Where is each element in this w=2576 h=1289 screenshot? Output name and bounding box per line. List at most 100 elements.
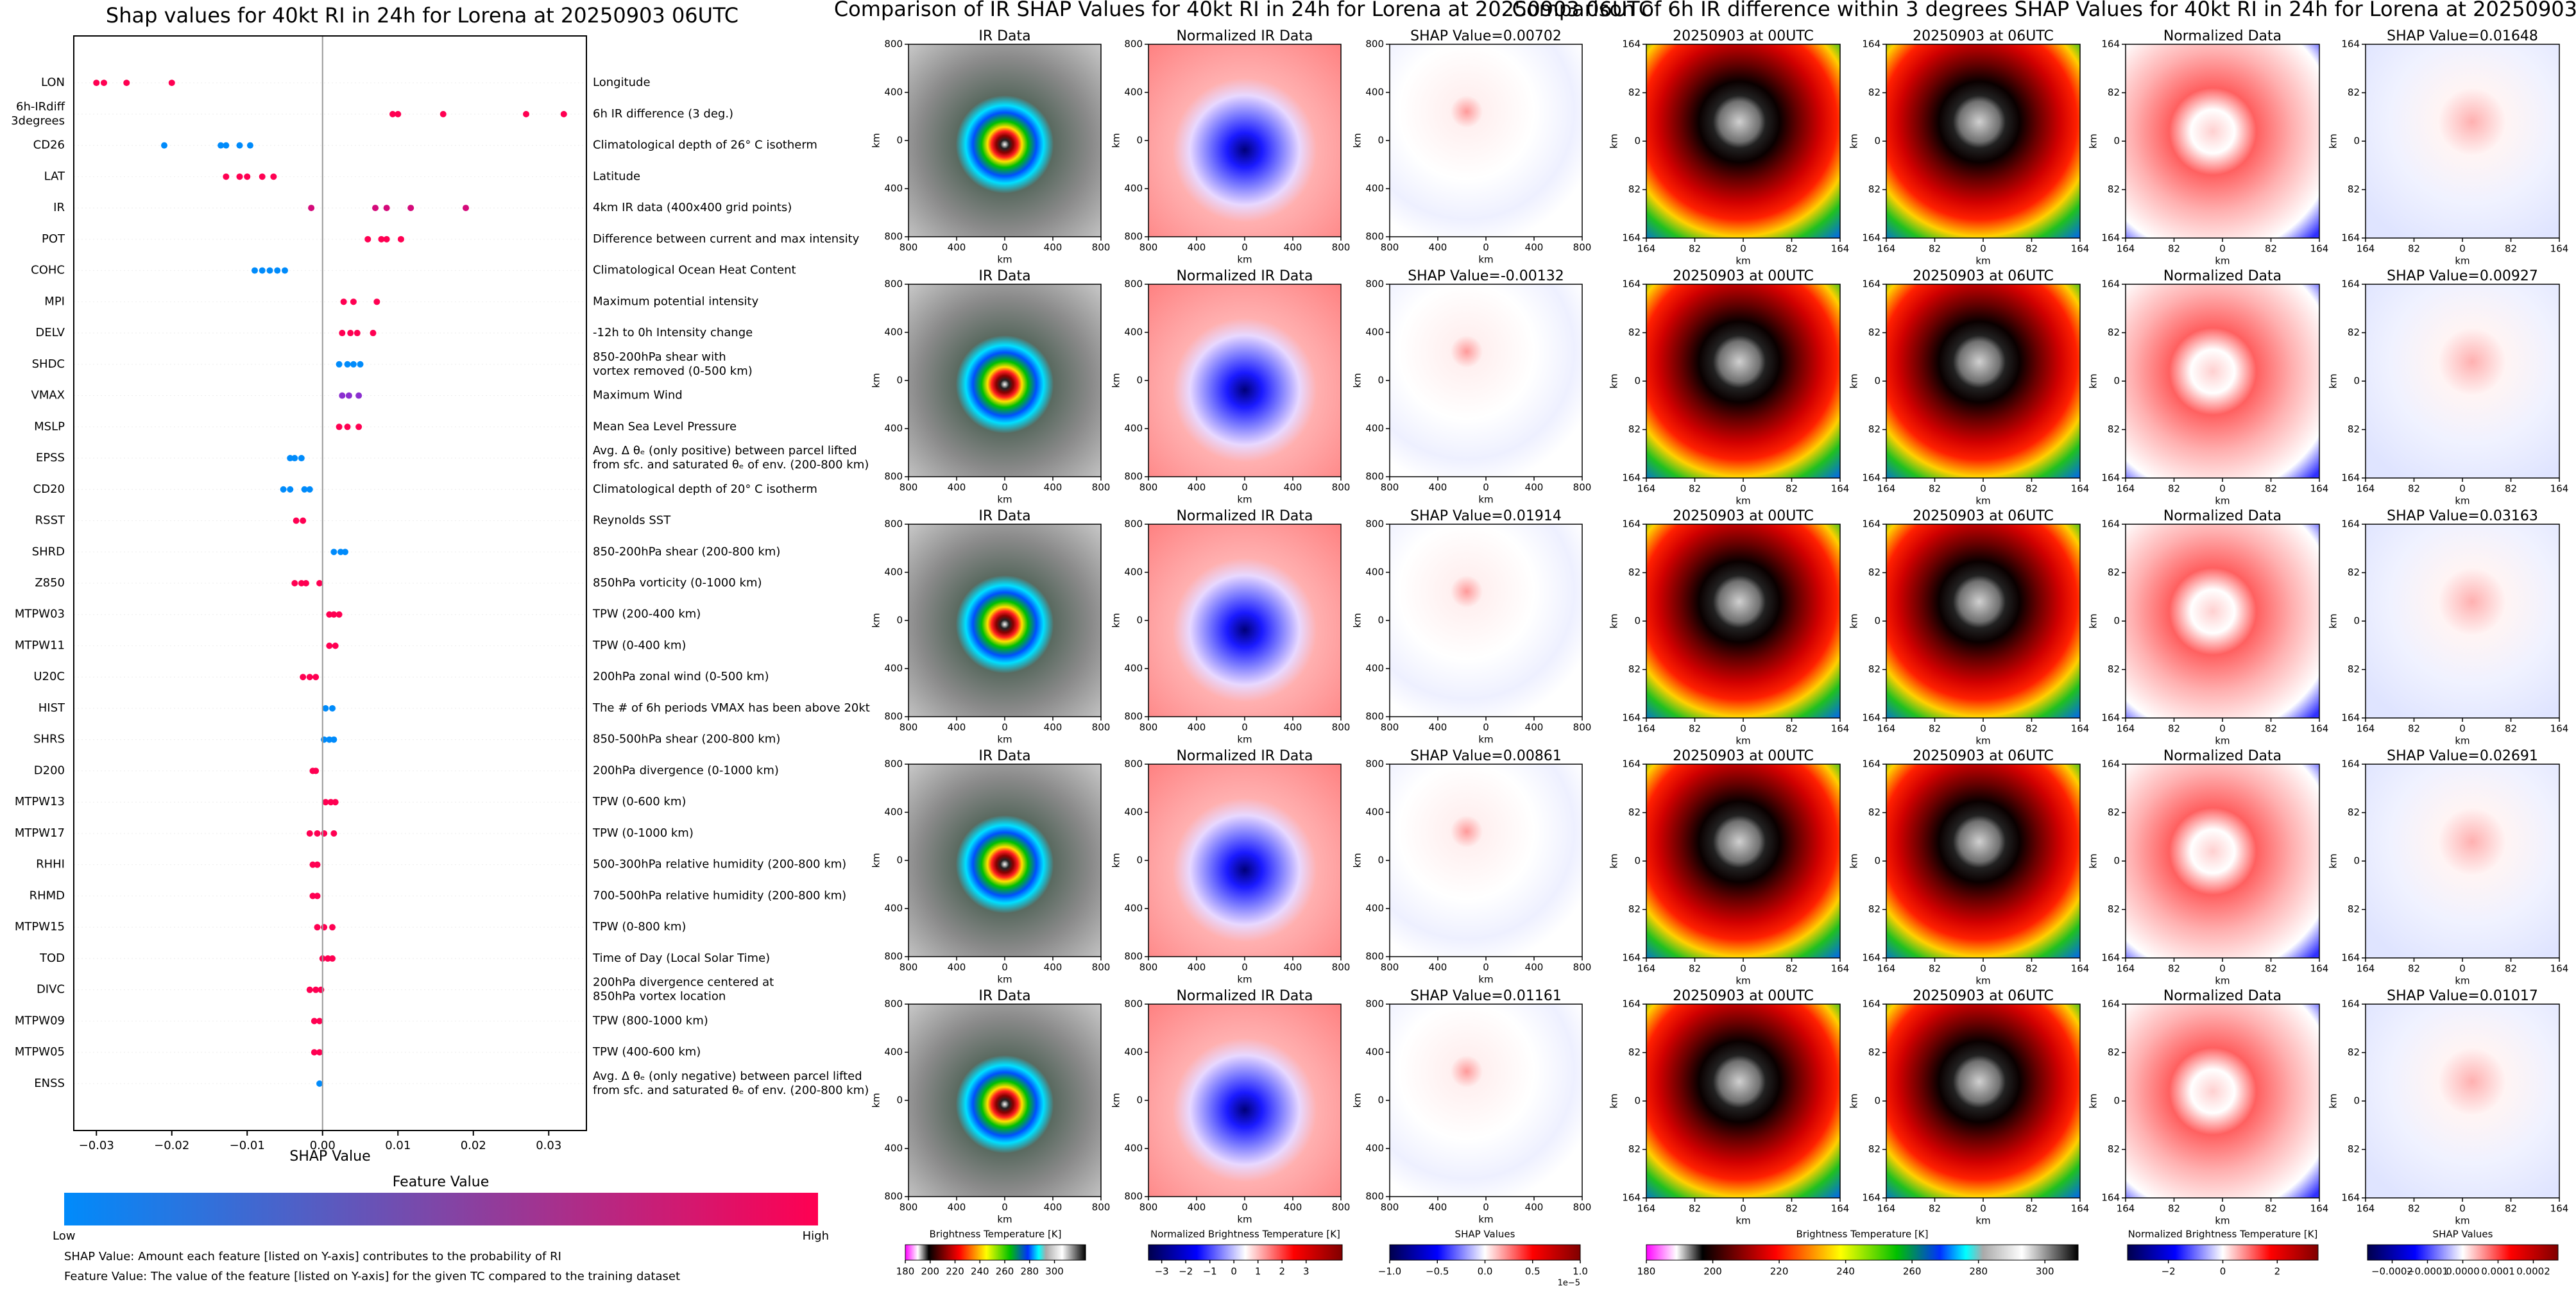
x-tick-label: 800 (1573, 242, 1592, 253)
y-tick-label: 164 (1862, 232, 1881, 244)
x-tick-label: 800 (1092, 1202, 1111, 1213)
panel-image (908, 764, 1102, 957)
y-tick-label: 400 (884, 1046, 903, 1058)
colorbar-tick-label: 0.0001 (2481, 1266, 2515, 1277)
y-tick-label: 0 (896, 1095, 903, 1106)
feature-description: TPW (0-600 km) (592, 795, 686, 808)
shap-dot (383, 205, 390, 212)
panel-title: 20250903 at 06UTC (1913, 988, 2054, 1004)
x-tick-label: 0 (1980, 723, 1986, 735)
y-tick-label: 800 (1124, 998, 1143, 1010)
y-tick-label: 400 (884, 1143, 903, 1154)
panel-image (2125, 524, 2320, 719)
panel-image (1646, 1003, 1841, 1199)
y-tick-label: 800 (1365, 758, 1384, 770)
shap-dot (318, 986, 325, 993)
x-tick-label: 0 (1980, 483, 1986, 495)
panel-title: SHAP Value=0.02691 (2387, 748, 2538, 764)
x-tick-label: 82 (2408, 243, 2420, 255)
x-tick-label: 800 (1139, 962, 1158, 973)
y-tick-label: 164 (1622, 712, 1641, 724)
panel-image (1148, 284, 1342, 477)
y-tick-label: 0 (1874, 855, 1881, 867)
colorbar-tick-label: 200 (1703, 1266, 1722, 1277)
x-tick-label: 82 (2408, 483, 2420, 495)
shap-dot (223, 173, 230, 180)
shap-dot (355, 392, 363, 399)
feature-description: TPW (0-1000 km) (592, 826, 694, 840)
x-tick-label: 400 (1525, 242, 1544, 253)
x-tick-label: 0 (1241, 722, 1248, 733)
panel-image (1148, 1003, 1342, 1197)
panel-title: IR Data (978, 268, 1030, 284)
x-axis-label: km (2215, 495, 2230, 507)
feature-description: Avg. Δ θₑ (only negative) between parcel… (593, 1070, 862, 1083)
figure-title: Comparison of 6h IR difference within 3 … (1512, 0, 2576, 21)
x-tick-label: 164 (1831, 1203, 1850, 1215)
y-tick-label: 800 (884, 471, 903, 482)
feature-description: TPW (0-400 km) (592, 638, 686, 652)
y-axis-label: km (871, 613, 882, 627)
colorbar-tick-label: 280 (1020, 1266, 1039, 1277)
x-tick-label: 800 (1332, 1202, 1351, 1213)
x-tick-label: 82 (1929, 243, 1941, 255)
x-tick-label: 800 (1332, 242, 1351, 253)
y-tick-label: 164 (2341, 952, 2360, 964)
y-tick-label: 800 (884, 231, 903, 243)
y-tick-label: 164 (1862, 518, 1881, 530)
panel-image (908, 44, 1102, 237)
x-tick-label: 0 (1980, 963, 1986, 975)
x-tick-label: 82 (2408, 963, 2420, 975)
y-tick-label: 164 (1622, 1192, 1641, 1204)
shap-dot (309, 861, 316, 868)
shap-dot (336, 423, 343, 431)
panel-title: SHAP Value=0.00927 (2387, 268, 2538, 284)
y-axis-label: km (2088, 133, 2099, 148)
y-tick-label: 82 (1628, 87, 1641, 98)
y-tick-label: 164 (2101, 518, 2120, 530)
x-tick-label: 82 (2168, 723, 2180, 735)
y-tick-label: 400 (1124, 567, 1143, 578)
x-tick-label: 800 (1092, 962, 1111, 973)
x-tick-label: 400 (1284, 962, 1302, 973)
x-tick-label: 164 (2071, 1203, 2090, 1215)
shap-dot (293, 517, 300, 524)
feature-description: 850-500hPa shear (200-800 km) (593, 733, 780, 746)
x-tick-label: 0 (1980, 243, 1986, 255)
chart-title: Shap values for 40kt RI in 24h for Loren… (106, 3, 738, 28)
y-tick-label: 82 (2348, 807, 2360, 818)
panel-image (1646, 524, 1841, 719)
shap-dot (308, 205, 315, 212)
shap-dot (316, 1018, 323, 1025)
colorbar (2367, 1244, 2559, 1261)
panel-title: 20250903 at 00UTC (1673, 988, 1814, 1004)
y-axis-label: km (1848, 853, 1860, 868)
feature-description: 700-500hPa relative humidity (200-800 km… (593, 889, 846, 902)
feature-description: 850-200hPa shear (200-800 km) (593, 545, 780, 558)
panel-image (908, 284, 1102, 477)
y-tick-label: 0 (1378, 135, 1384, 146)
x-tick-label: 0 (1740, 963, 1746, 975)
shap-dot (342, 549, 348, 556)
y-tick-label: 164 (1862, 998, 1881, 1010)
y-tick-label: 82 (2108, 327, 2120, 338)
x-tick-label: 82 (1786, 243, 1798, 255)
x-tick-label: 82 (1929, 1203, 1941, 1215)
shap-dot (306, 486, 313, 493)
y-axis-label: km (871, 1093, 882, 1107)
y-tick-label: 0 (1136, 1095, 1143, 1106)
x-tick-label: 400 (948, 482, 966, 493)
feature-name: HIST (38, 701, 65, 715)
y-tick-label: 0 (1874, 615, 1881, 627)
y-tick-label: 82 (1868, 807, 1881, 818)
x-axis-label: km (1237, 1214, 1252, 1225)
y-tick-label: 800 (1365, 951, 1384, 962)
shap-dot (364, 235, 371, 243)
x-axis-label: km (1478, 974, 1493, 986)
x-tick-label: 800 (1092, 722, 1111, 733)
x-tick-label: 800 (900, 242, 918, 253)
panel-title: Normalized Data (2163, 268, 2282, 284)
x-tick-label: 800 (1573, 722, 1592, 733)
y-tick-label: 164 (1622, 998, 1641, 1010)
panel-image (1886, 764, 2081, 959)
